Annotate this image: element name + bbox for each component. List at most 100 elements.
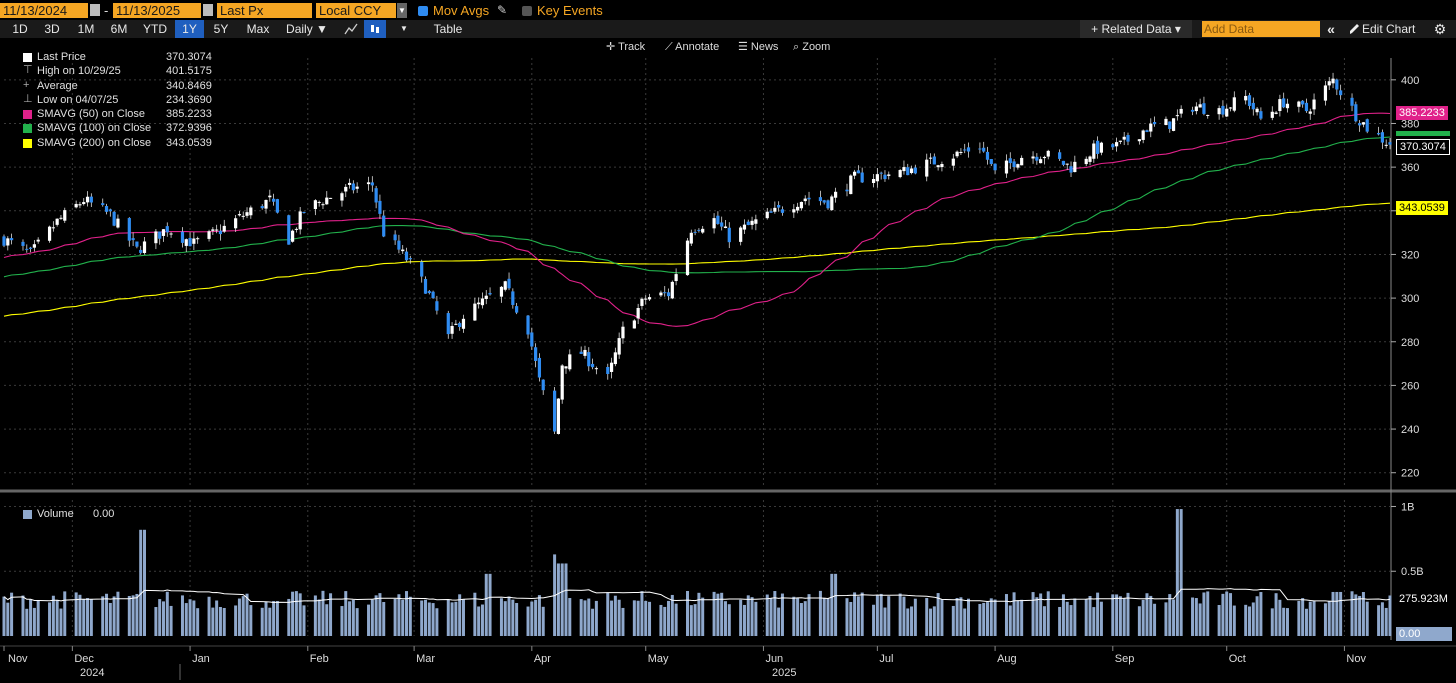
volume-bar	[773, 591, 777, 636]
volume-bar	[796, 597, 800, 636]
toolbar-top: 11/13/2024 - 11/13/2025 Last Px Local CC…	[0, 0, 1456, 20]
annotate-tool[interactable]: ⟋ Annotate	[665, 41, 720, 53]
volume-bar	[822, 597, 826, 636]
volume-bar	[689, 605, 693, 636]
mov-avgs-checkbox[interactable]	[418, 6, 428, 16]
candle-up	[480, 298, 485, 306]
candle-up	[222, 225, 226, 232]
key-events-checkbox[interactable]	[522, 6, 532, 16]
candle-down	[218, 230, 223, 235]
candle-up	[264, 199, 268, 209]
candle-up	[1384, 144, 1388, 146]
volume-bar	[131, 595, 135, 636]
news-tool[interactable]: ☰ News	[738, 41, 779, 53]
volume-bar	[659, 604, 663, 636]
candle-up	[1164, 118, 1168, 126]
volume-bar	[723, 601, 727, 636]
candle-down	[860, 172, 864, 183]
related-data-button[interactable]: + Related Data ▾	[1080, 20, 1192, 38]
table-button[interactable]: Table	[433, 22, 463, 36]
candle-down	[378, 200, 382, 214]
period-5y-button[interactable]: 5Y	[213, 22, 229, 36]
period-3d-button[interactable]: 3D	[44, 22, 60, 36]
key-events-label[interactable]: Key Events	[537, 3, 603, 18]
volume-bar	[853, 592, 857, 636]
start-date-field[interactable]: 11/13/2024	[0, 3, 88, 18]
candle-down	[727, 227, 731, 243]
sma200-line	[3, 202, 1391, 317]
volume-bar	[446, 599, 450, 636]
volume-bar	[165, 591, 169, 636]
mov-avgs-label[interactable]: Mov Avgs	[433, 3, 490, 18]
candle-up	[1308, 111, 1312, 114]
pencil-icon[interactable]: ✎	[497, 3, 508, 17]
gear-icon[interactable]: ⚙	[1433, 21, 1447, 37]
candle-down	[1008, 158, 1012, 164]
volume-bar	[1073, 598, 1077, 636]
candle-down	[374, 188, 378, 203]
price-field-select[interactable]: Last Px	[217, 3, 312, 18]
volume-bar	[1285, 608, 1289, 636]
candle-up	[568, 354, 572, 370]
zoom-tool[interactable]: ⌕ Zoom	[793, 41, 831, 53]
price-tick-label: 320	[1401, 249, 1419, 261]
volume-bar	[777, 607, 781, 636]
volume-bar	[101, 596, 105, 636]
volume-bar	[237, 598, 241, 636]
end-date-field[interactable]: 11/13/2025	[113, 3, 201, 18]
candle-up	[234, 218, 238, 229]
candle-up	[936, 165, 940, 168]
candle-down	[1012, 161, 1016, 168]
legend-swatch	[23, 510, 32, 519]
candle-up	[59, 217, 63, 219]
volume-bar	[583, 600, 587, 636]
candle-up	[621, 326, 625, 339]
volume-bar	[640, 591, 644, 636]
candle-down	[856, 170, 860, 174]
volume-bar	[883, 607, 887, 636]
volume-bar	[993, 599, 997, 636]
volume-bar	[431, 603, 435, 636]
period-1y-button[interactable]: 1Y	[175, 20, 204, 38]
currency-select[interactable]: Local CCY	[316, 3, 396, 18]
line-chart-icon[interactable]	[340, 20, 362, 38]
period-1d-button[interactable]: 1D	[12, 22, 28, 36]
candle-down	[393, 234, 397, 241]
add-data-input[interactable]: Add Data	[1202, 21, 1320, 37]
chevron-down-icon[interactable]: ▼	[400, 24, 408, 33]
collapse-icon[interactable]: «	[1327, 21, 1335, 37]
candle-down	[1096, 140, 1100, 154]
edit-icon[interactable]	[1348, 22, 1360, 36]
volume-bar	[1282, 607, 1286, 636]
track-tool[interactable]: ✛ Track	[606, 41, 646, 53]
chevron-down-icon[interactable]: ▼	[397, 3, 407, 18]
volume-bar	[260, 607, 264, 636]
candle-down	[777, 204, 781, 208]
candle-chart-icon[interactable]	[364, 20, 386, 38]
volume-bar	[1115, 594, 1119, 636]
candle-up	[78, 204, 82, 206]
period-max-button[interactable]: Max	[246, 22, 270, 36]
period-6m-button[interactable]: 6M	[110, 22, 128, 36]
candle-up	[325, 197, 329, 205]
calendar-icon[interactable]	[203, 4, 213, 16]
period-ytd-button[interactable]: YTD	[143, 22, 167, 36]
volume-bar	[1297, 600, 1301, 636]
volume-bar	[1042, 606, 1046, 636]
candle-down	[666, 292, 671, 297]
edit-chart-button[interactable]: Edit Chart	[1362, 22, 1416, 36]
frequency-select[interactable]: Daily ▼	[286, 22, 328, 36]
candle-up	[1270, 111, 1274, 118]
candle-up	[347, 182, 352, 185]
calendar-icon[interactable]	[90, 4, 100, 16]
candle-down	[780, 209, 785, 213]
volume-bar	[1035, 597, 1039, 636]
candle-down	[906, 167, 910, 176]
volume-bar	[754, 601, 758, 636]
period-1m-button[interactable]: 1M	[77, 22, 95, 36]
candle-up	[1122, 136, 1126, 140]
candle-up	[583, 349, 587, 356]
volume-bar	[2, 596, 6, 636]
volume-bar	[420, 600, 424, 636]
